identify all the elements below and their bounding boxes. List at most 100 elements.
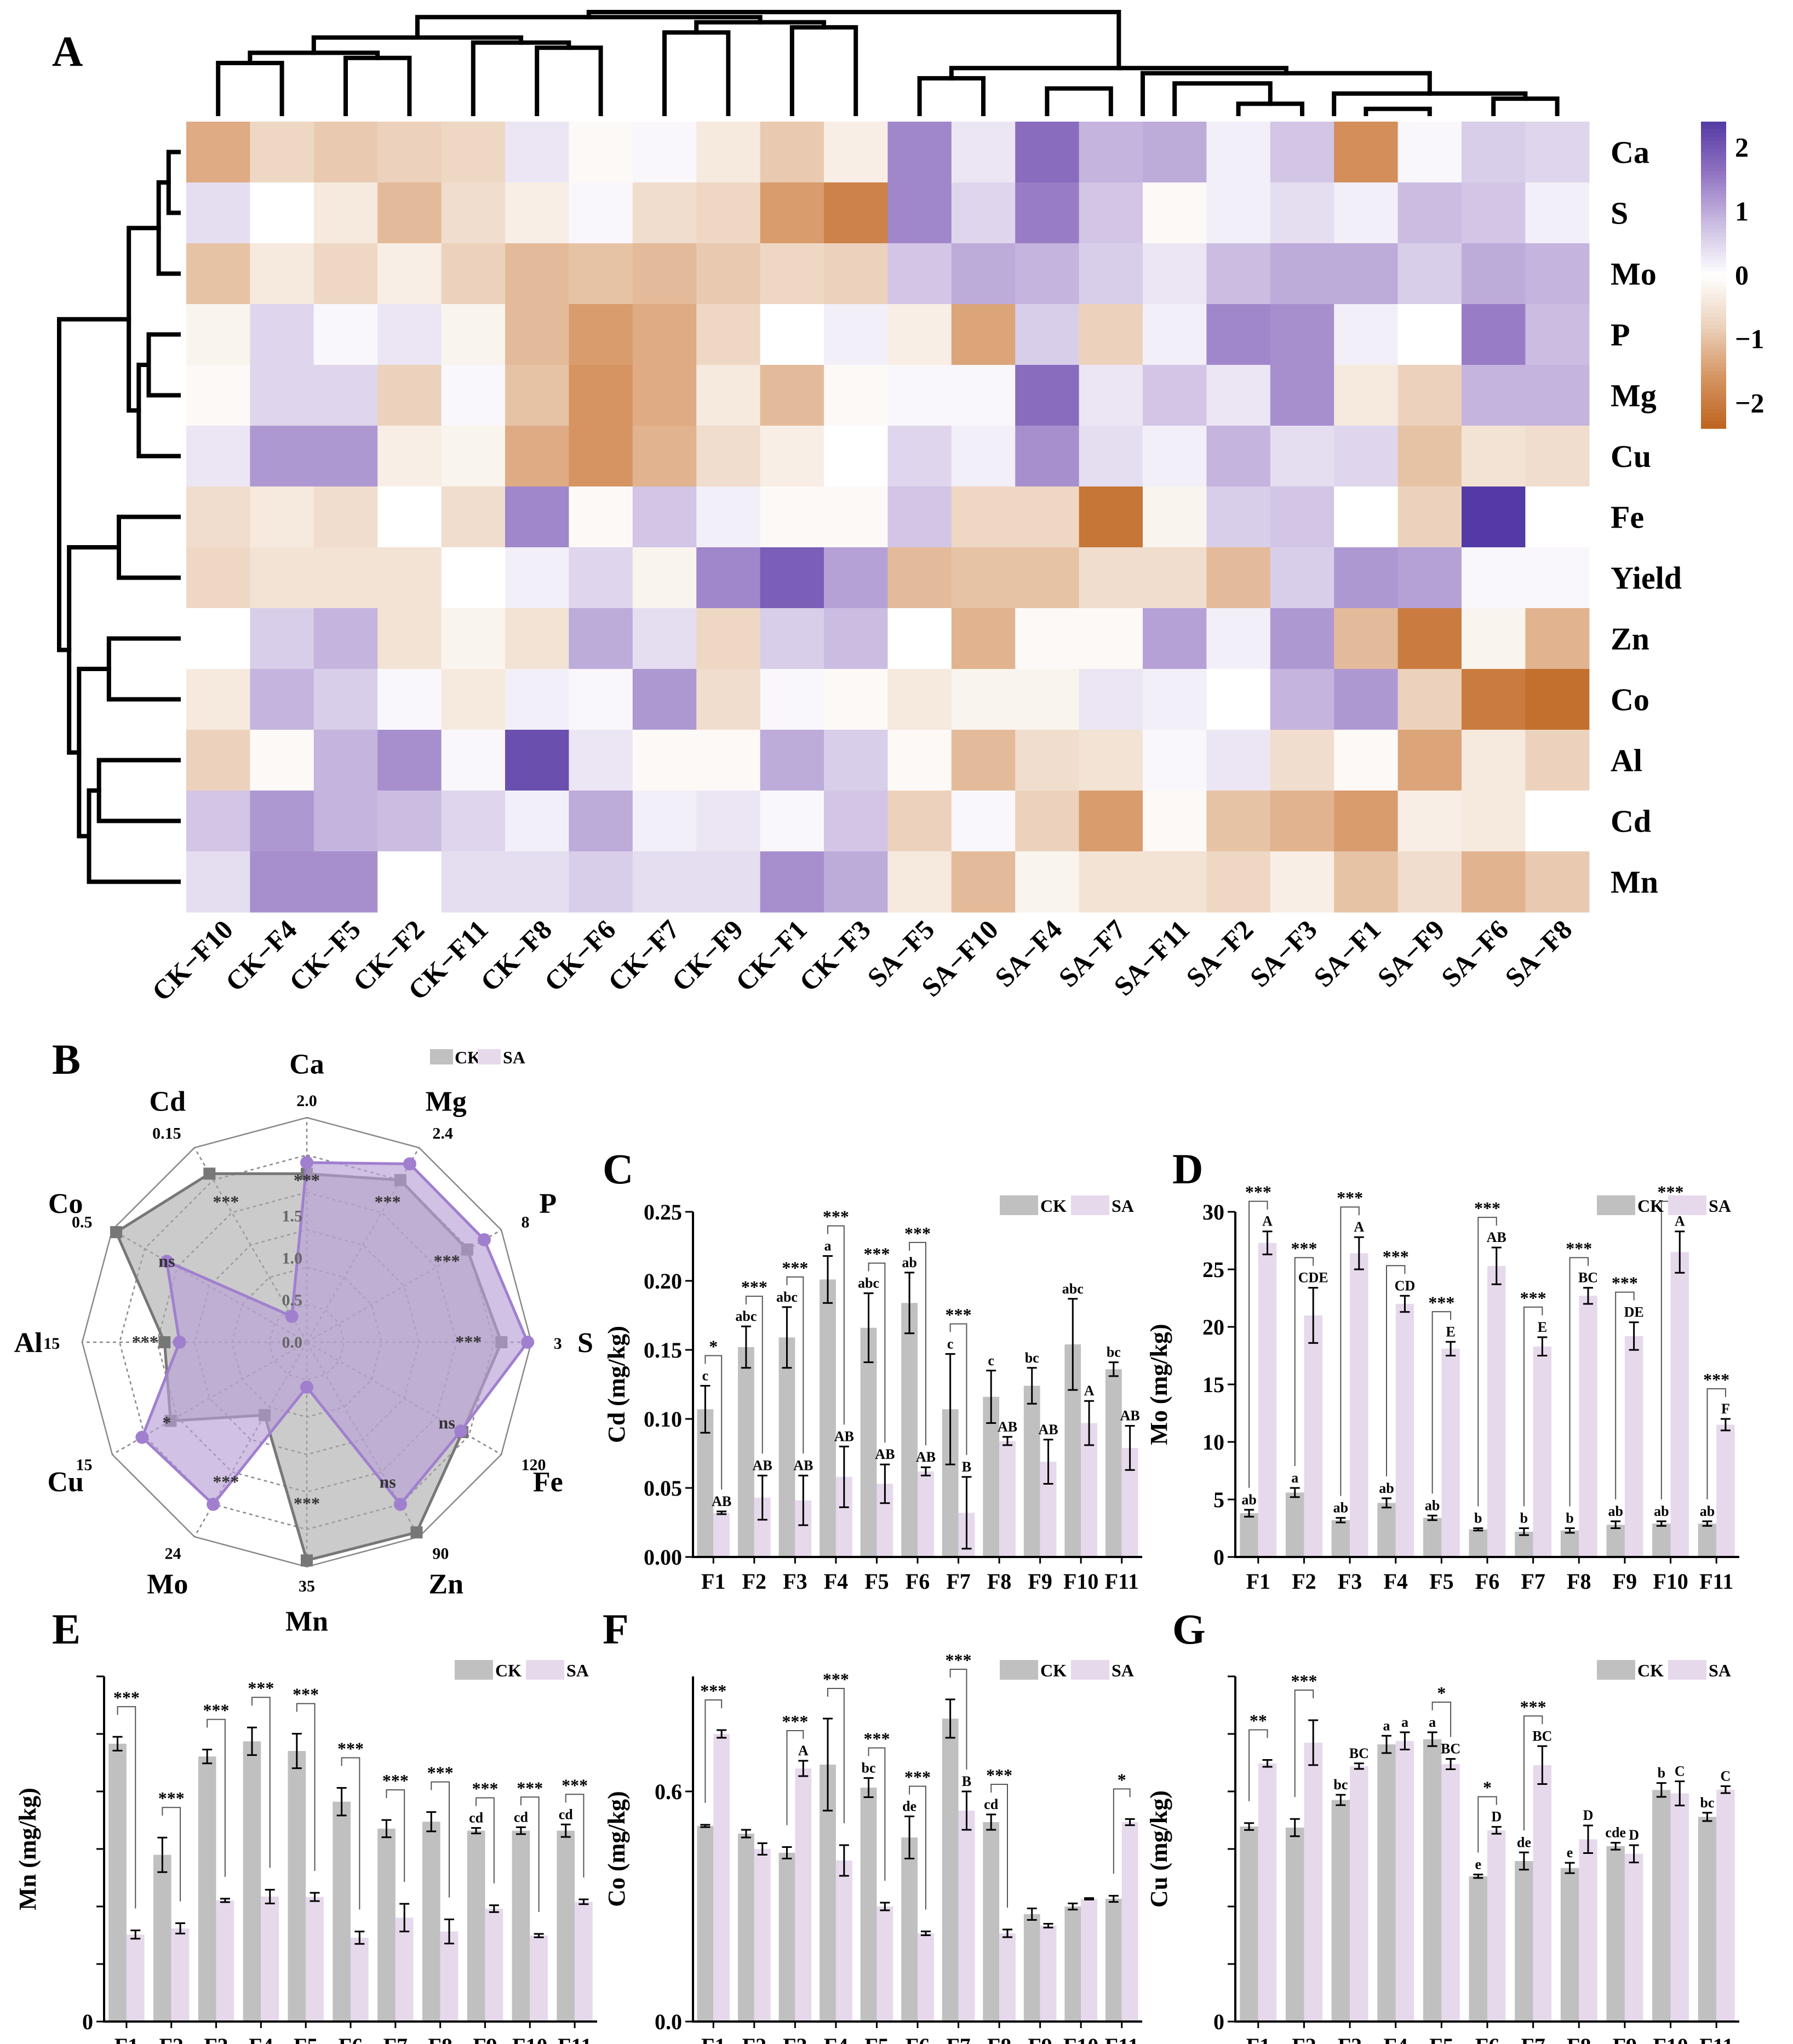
significance-bracket (117, 1706, 136, 1909)
bar-ck (422, 1822, 440, 2022)
significance-stars: *** (782, 1711, 808, 1731)
heatmap-cell (1334, 486, 1399, 548)
error-bar (1336, 1794, 1346, 1806)
error-bar (336, 1787, 347, 1817)
x-tick-label: F7 (1521, 2034, 1545, 2044)
heatmap-cell (377, 304, 442, 365)
heatmap-col-label: CK−F10 (146, 914, 239, 1007)
colorbar-segment (1701, 137, 1726, 141)
heatmap-cell (186, 669, 250, 730)
error-bar (354, 1931, 365, 1945)
heatmap-cell (569, 426, 633, 487)
significance-letter: AB (875, 1446, 895, 1462)
radar-ca-tick: 0.0 (282, 1333, 303, 1352)
significance-letter: cde (1605, 1825, 1626, 1841)
heatmap-cell (1334, 182, 1399, 244)
error-bar (444, 1919, 454, 1945)
error-bar (534, 1933, 544, 1938)
heatmap-cell (1397, 426, 1462, 487)
heatmap-cell (1397, 730, 1462, 791)
heatmap-cell (696, 426, 761, 487)
heatmap-cell (1143, 182, 1207, 244)
error-bar (1473, 1874, 1483, 1879)
significance-letter: b (1520, 1510, 1528, 1526)
dendrogram-link (917, 76, 986, 116)
significance-stars: *** (158, 1788, 185, 1808)
colorbar-segment (1701, 271, 1726, 276)
heatmap-cell (951, 182, 1016, 244)
significance-letter: cd (514, 1809, 529, 1825)
radar-significance: ns (379, 1472, 396, 1492)
bar-ck (198, 1756, 216, 2022)
bar-sa (126, 1934, 145, 2022)
colorbar-segment (1701, 152, 1726, 157)
bar-sa (918, 1933, 934, 2022)
bar-chart-g: G**F1***F2bcBCF3aaF4aBC*F5eD*F6deBC***F7… (1145, 1605, 1739, 2044)
radar-sa-series-marker (454, 1424, 468, 1438)
heatmap-cell (1206, 547, 1271, 609)
significance-letter: a (1401, 1714, 1408, 1730)
error-bar (823, 1717, 833, 1812)
bar-ck (1606, 1846, 1625, 2022)
y-tick-label: 5 (1213, 1487, 1224, 1512)
error-bar (1262, 1230, 1273, 1256)
heatmap-cell (1079, 365, 1143, 426)
dendrogram-link (535, 45, 603, 116)
bar-sa (713, 1734, 730, 2022)
bar-sa (1395, 1740, 1414, 2022)
heatmap-cell (186, 182, 250, 244)
significance-stars: *** (427, 1763, 454, 1783)
radar-sa-series-marker (521, 1336, 535, 1349)
heatmap-cell (824, 669, 888, 730)
bar-sa (795, 1768, 812, 2022)
colorbar-segment (1701, 264, 1726, 268)
heatmap-cell (377, 791, 442, 852)
heatmap-cell (951, 486, 1016, 548)
radar-significance: * (162, 1413, 171, 1433)
radar-significance: *** (434, 1251, 460, 1270)
colorbar-segment (1701, 333, 1726, 337)
significance-bracket (745, 1296, 763, 1454)
radar-significance: ns (439, 1413, 455, 1433)
error-bar (1290, 1818, 1300, 1837)
bar-ck (983, 1822, 1000, 2022)
significance-bracket (251, 1697, 271, 1868)
error-bar (741, 1325, 751, 1369)
heatmap-cell (377, 426, 442, 487)
heatmap-col-label: CK−F8 (474, 914, 558, 997)
bar-sa (1487, 1830, 1506, 2022)
bar-ck (1105, 1369, 1122, 1557)
heatmap-cell (632, 122, 697, 183)
bar-ck (512, 1830, 530, 2022)
heatmap-cell (1206, 486, 1271, 548)
panel-label-a: A (52, 27, 83, 75)
heatmap-cell (696, 791, 761, 852)
bar-sa (1350, 1253, 1368, 1557)
bar-ck (778, 1337, 795, 1557)
heatmap-cell (186, 304, 250, 365)
radar-axis-max: 3 (554, 1335, 562, 1353)
heatmap-cell (951, 243, 1016, 305)
significance-letter: bc (1333, 1777, 1348, 1793)
legend-label-sa: SA (1709, 1196, 1731, 1216)
error-bar (1108, 1894, 1119, 1903)
y-tick-label: 0.20 (644, 1269, 682, 1293)
heatmap-cell (824, 547, 888, 609)
legend-label-sa: SA (503, 1047, 525, 1067)
error-bar (1656, 1520, 1666, 1527)
significance-letter: AB (712, 1493, 731, 1509)
radar-axis-label: Ca (289, 1049, 324, 1080)
heatmap-cell (569, 791, 633, 852)
significance-stars: *** (1566, 1239, 1592, 1258)
significance-stars: *** (1291, 1239, 1317, 1258)
significance-letter: BC (1578, 1270, 1598, 1286)
significance-stars: * (709, 1337, 718, 1356)
heatmap-cell (569, 730, 633, 791)
heatmap-cell (441, 791, 506, 852)
bar-ck (1469, 1876, 1487, 2022)
heatmap-cell (1462, 243, 1526, 305)
error-bar (782, 1306, 792, 1369)
heatmap-cell (186, 365, 250, 426)
heatmap-cell (1397, 851, 1462, 913)
heatmap-cell (760, 426, 824, 487)
